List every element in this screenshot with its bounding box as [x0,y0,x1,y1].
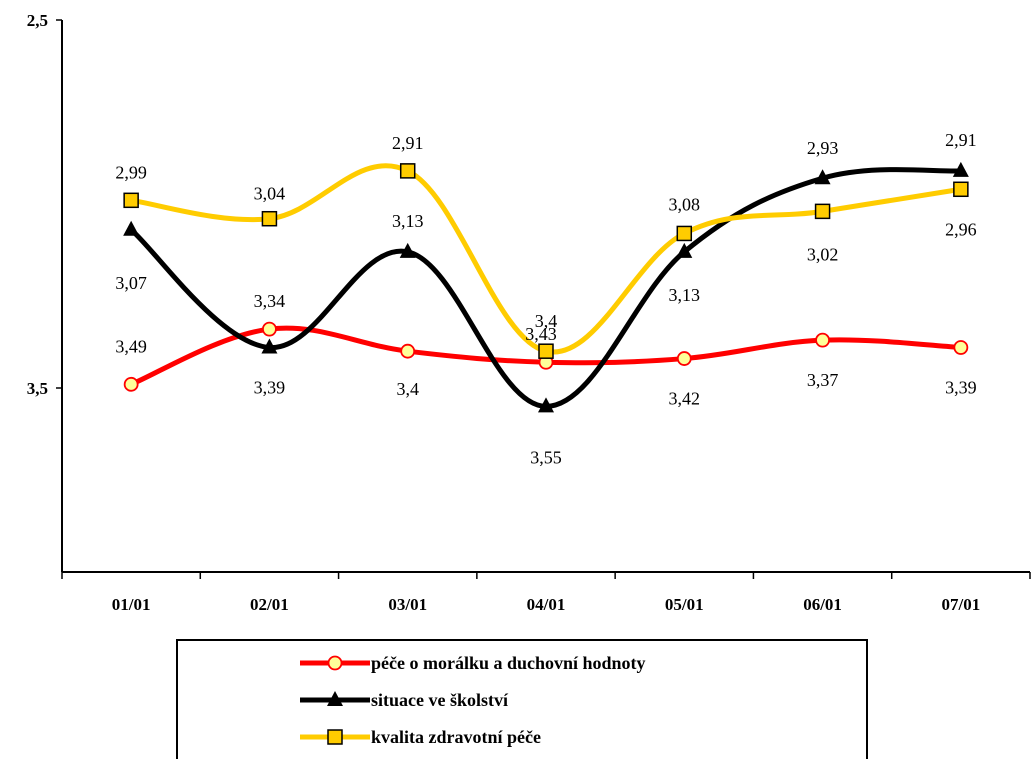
data-label: 3,04 [254,184,286,204]
legend-item: péče o morálku a duchovní hodnoty [300,653,646,673]
data-label: 3,07 [115,273,147,293]
legend-marker-circle [327,655,343,671]
y-tick-label: 3,5 [27,379,48,398]
x-tick-label: 04/01 [527,595,566,614]
data-point-triangle [261,338,278,354]
data-label: 3,37 [807,370,839,390]
data-label: 3,42 [669,389,701,409]
data-label: 3,43 [525,324,557,344]
data-point-circle [815,332,830,348]
data-label: 3,02 [807,244,839,264]
data-label: 3,4 [535,311,558,331]
data-point-triangle [123,220,140,236]
data-point-circle [676,351,692,366]
x-tick-label: 06/01 [803,595,842,614]
data-labels: 3,493,343,43,433,423,37 3,393,073,393,133… [115,130,976,468]
data-point-square [123,192,139,209]
legend-item: kvalita zdravotní péče [300,727,541,747]
data-point-square [814,203,831,220]
x-tick-label: 03/01 [388,595,427,614]
y-axis-ticks: 2,5 3,5 [27,11,62,398]
x-tick-label: 05/01 [665,595,704,614]
y-tick-label: 2,5 [27,11,48,30]
x-tick-label: 07/01 [941,595,980,614]
data-point-square [953,181,969,198]
data-point-circle [262,321,277,337]
data-label: 3,13 [392,211,424,231]
data-label: 3,55 [530,447,562,467]
data-point-square [538,343,554,359]
data-label: 3,13 [669,285,701,305]
data-point-square [399,163,416,179]
data-point-circle [400,343,416,359]
legend-label: kvalita zdravotní péče [371,727,541,747]
data-label: 3,49 [115,336,147,356]
data-label: 2,93 [807,138,839,158]
data-label: 3,08 [669,194,701,214]
legend-label: situace ve školství [371,690,509,710]
legend-item: situace ve školství [300,690,509,710]
axes [61,20,1030,573]
data-point-triangle [952,161,969,177]
x-axis-ticks: 01/01 02/01 03/01 04/01 05/01 06/01 07/01 [61,572,1031,614]
legend-marker-square [327,729,343,745]
data-point-triangle [399,242,416,258]
data-label: 3,34 [254,291,286,311]
legend-box [176,639,868,759]
data-label: 2,91 [392,133,424,153]
data-point-triangle [676,242,693,258]
data-point-circle [953,340,969,355]
legend-label: péče o morálku a duchovní hodnoty [371,653,646,673]
legend-marker-triangle [327,691,343,706]
data-label: 2,99 [115,162,147,182]
data-label: 2,96 [945,219,977,239]
x-tick-label: 02/01 [250,595,289,614]
data-point-square [261,210,278,227]
data-label: 3,39 [945,378,977,398]
data-point-square [676,225,693,242]
data-point-triangle [814,169,831,185]
legend: péče o morálku a duchovní hodnoty situace… [176,639,868,759]
data-point-circle [123,376,139,392]
data-point-triangle [538,397,554,413]
x-tick-label: 01/01 [112,595,151,614]
series-layer [123,161,969,413]
data-label: 2,91 [945,130,977,150]
data-label: 3,39 [254,378,286,398]
data-label: 3,4 [396,379,419,399]
